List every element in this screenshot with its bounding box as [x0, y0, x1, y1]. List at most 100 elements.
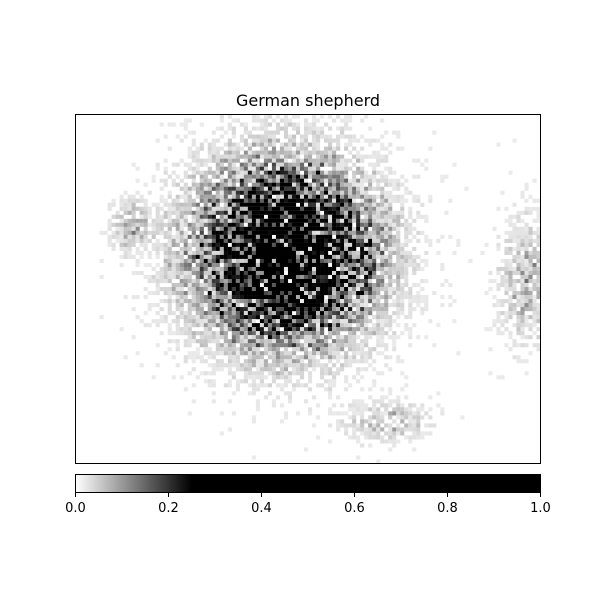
heatmap-cell	[227, 170, 232, 175]
heatmap-cell	[512, 270, 517, 276]
heatmap-cell	[255, 194, 260, 199]
heatmap-cell	[143, 226, 148, 231]
heatmap-cell	[171, 202, 176, 207]
heatmap-cell	[243, 331, 248, 336]
heatmap-cell	[255, 291, 260, 296]
heatmap-cell	[504, 266, 509, 272]
heatmap-cell	[179, 274, 184, 280]
heatmap-cell	[324, 238, 329, 243]
heatmap-cell	[175, 339, 180, 344]
heatmap-cell	[299, 347, 305, 352]
heatmap-cell	[207, 206, 212, 211]
heatmap-cell	[267, 262, 273, 268]
heatmap-cell	[299, 250, 305, 255]
heatmap-cell	[203, 315, 208, 320]
heatmap-cell	[263, 307, 269, 312]
heatmap-cell	[191, 178, 196, 183]
heatmap-cell	[231, 286, 236, 292]
heatmap-cell	[348, 295, 353, 300]
heatmap-cell	[384, 331, 389, 336]
heatmap-cell	[255, 154, 260, 159]
heatmap-cell	[103, 230, 108, 235]
heatmap-cell	[340, 363, 345, 368]
heatmap-cell	[227, 363, 232, 368]
heatmap-cell	[131, 307, 136, 312]
heatmap-cell	[308, 266, 313, 272]
heatmap-cell	[215, 315, 220, 320]
heatmap-cell	[348, 282, 353, 288]
heatmap-cell	[452, 319, 457, 324]
heatmap-cell	[131, 226, 136, 231]
heatmap-cell	[279, 262, 285, 268]
heatmap-cell	[195, 355, 200, 360]
heatmap-cell	[231, 210, 236, 215]
heatmap-cell	[520, 327, 525, 332]
heatmap-cell	[384, 303, 389, 308]
heatmap-cell	[299, 178, 305, 183]
heatmap-cell	[508, 214, 513, 219]
heatmap-cell	[516, 210, 521, 215]
heatmap-cell	[356, 435, 361, 440]
heatmap-cell	[291, 319, 297, 324]
heatmap-cell	[195, 274, 200, 280]
heatmap-cell	[408, 335, 413, 340]
heatmap-cell	[247, 315, 252, 320]
heatmap-cell	[299, 226, 305, 231]
heatmap-cell	[223, 266, 228, 272]
heatmap-cell	[279, 278, 285, 284]
heatmap-cell	[243, 178, 248, 183]
heatmap-cell	[360, 190, 365, 195]
heatmap-cell	[235, 206, 240, 211]
heatmap-cell	[283, 134, 289, 139]
heatmap-cell	[191, 307, 196, 312]
heatmap-cell	[199, 242, 204, 247]
heatmap-cells	[99, 114, 541, 464]
heatmap-cell	[524, 307, 529, 312]
heatmap-cell	[340, 303, 345, 308]
heatmap-frame	[75, 114, 541, 464]
heatmap-cell	[239, 178, 244, 183]
heatmap-cell	[243, 347, 248, 352]
heatmap-cell	[384, 210, 389, 215]
heatmap-cell	[287, 178, 293, 183]
heatmap-cell	[255, 303, 260, 308]
heatmap-cell	[231, 158, 236, 163]
heatmap-cell	[191, 218, 196, 223]
heatmap-cell	[235, 278, 240, 284]
heatmap-cell	[360, 210, 365, 215]
heatmap-cell	[251, 419, 256, 424]
heatmap-cell	[227, 311, 232, 316]
heatmap-cell	[396, 214, 401, 219]
heatmap-cell	[376, 407, 381, 412]
heatmap-cell	[336, 138, 341, 143]
heatmap-cell	[227, 122, 232, 127]
heatmap-cell	[139, 206, 144, 211]
heatmap-cell	[396, 399, 401, 404]
heatmap-cell	[223, 202, 228, 207]
heatmap-cell	[352, 154, 357, 159]
heatmap-cell	[332, 266, 337, 272]
heatmap-cell	[324, 134, 329, 139]
heatmap-cell	[283, 250, 289, 255]
heatmap-cell	[348, 355, 353, 360]
heatmap-cell	[255, 138, 260, 143]
heatmap-cell	[368, 142, 373, 147]
heatmap-cell	[308, 411, 313, 416]
heatmap-cell	[279, 339, 285, 344]
heatmap-cell	[219, 270, 224, 276]
heatmap-cell	[372, 206, 377, 211]
heatmap-cell	[372, 415, 377, 420]
heatmap-cell	[364, 323, 369, 328]
heatmap-cell	[392, 431, 397, 436]
heatmap-cell	[360, 423, 365, 428]
heatmap-cell	[219, 114, 224, 119]
heatmap-cell	[336, 323, 341, 328]
heatmap-cell	[279, 174, 285, 179]
heatmap-cell	[255, 258, 260, 264]
heatmap-cell	[412, 419, 417, 424]
heatmap-cell	[223, 286, 228, 292]
heatmap-cell	[328, 182, 333, 187]
heatmap-cell	[488, 278, 493, 284]
heatmap-cell	[179, 307, 184, 312]
heatmap-cell	[332, 118, 337, 123]
